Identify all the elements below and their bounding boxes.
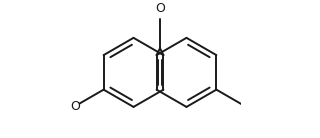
Text: O: O [155,2,165,15]
Text: O: O [70,99,80,113]
